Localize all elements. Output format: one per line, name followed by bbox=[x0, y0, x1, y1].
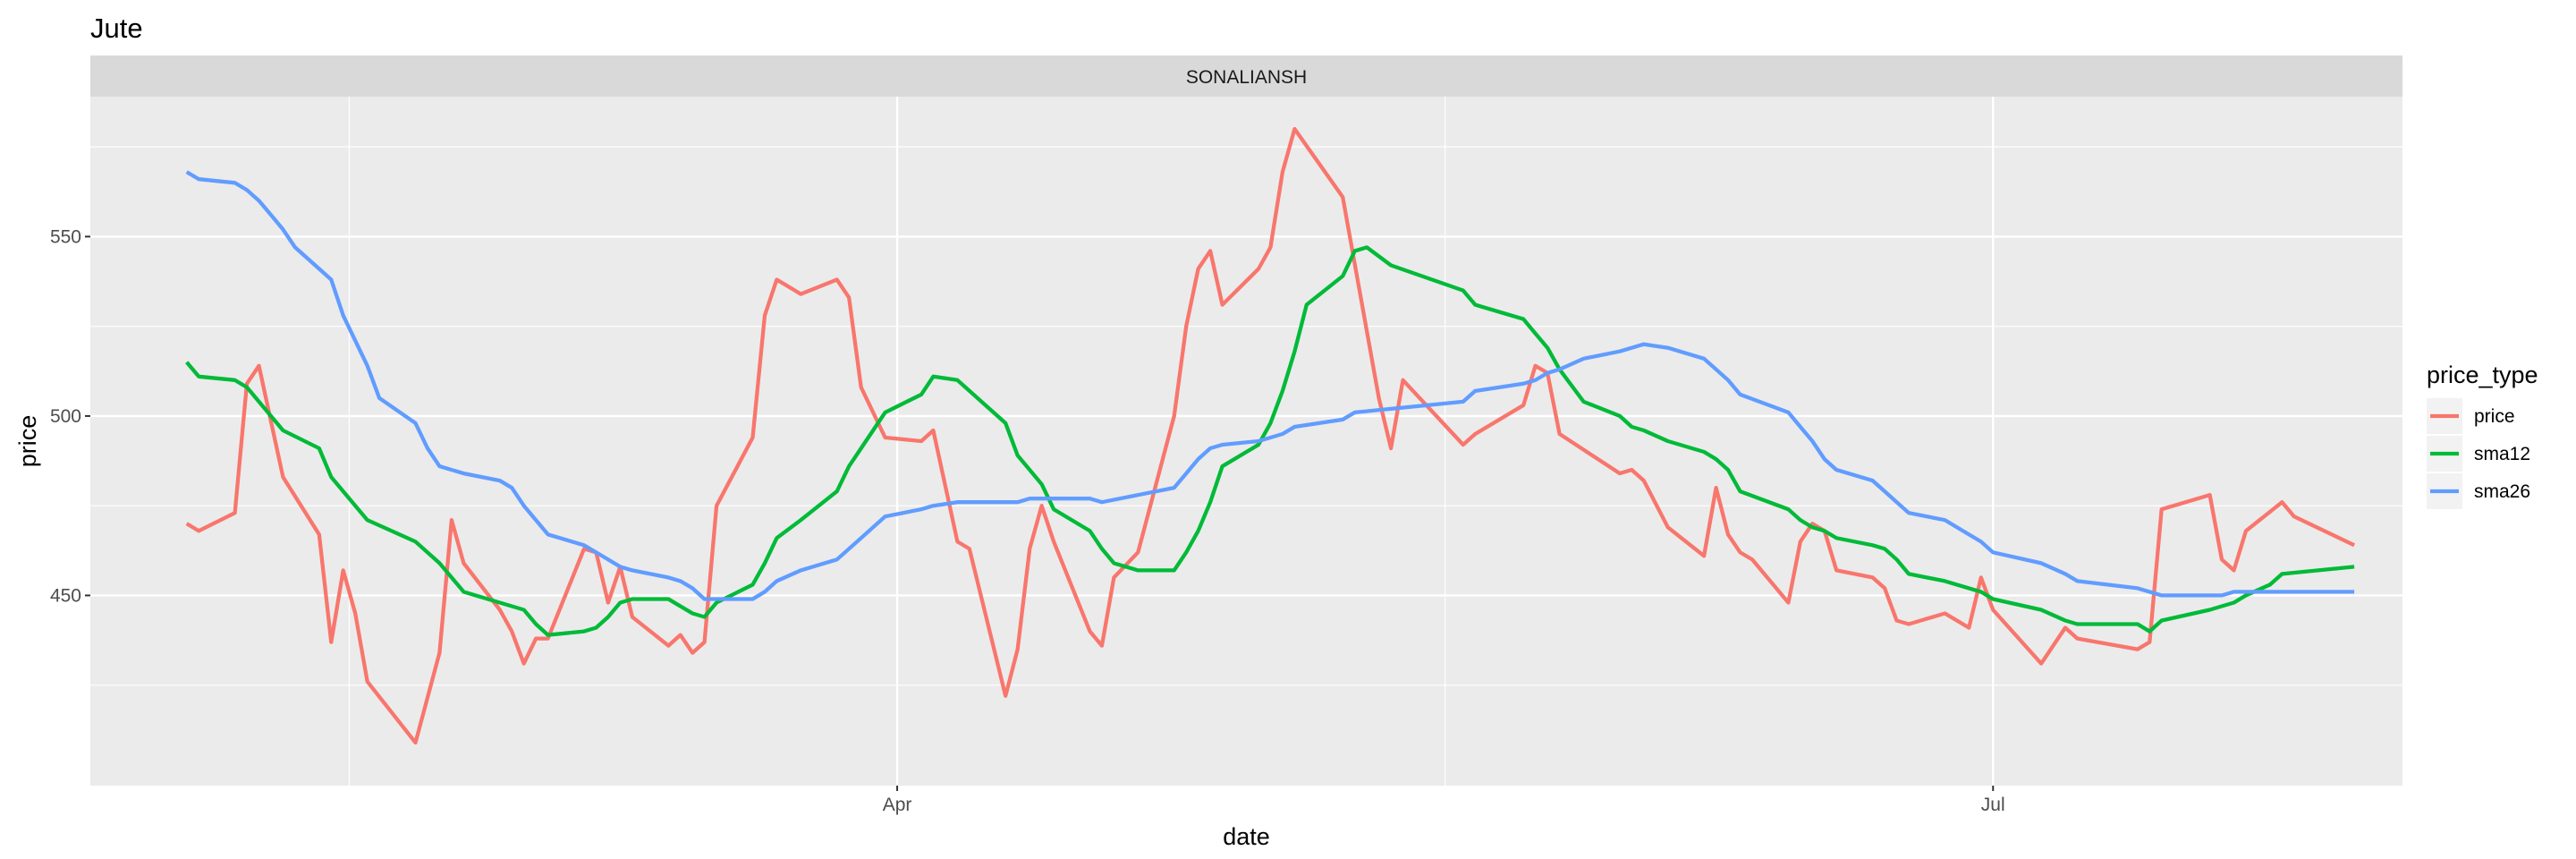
series-line-sma12 bbox=[185, 245, 2355, 637]
y-tick-label: 450 bbox=[50, 585, 81, 606]
x-axis-title: date bbox=[1223, 823, 1270, 850]
legend-label-price: price bbox=[2474, 406, 2515, 427]
x-tick-label: Jul bbox=[1981, 795, 2005, 815]
series-line-price bbox=[185, 126, 2356, 745]
facet-label: SONALIANSH bbox=[1186, 67, 1307, 88]
y-tick-label: 500 bbox=[50, 406, 81, 427]
series-lines bbox=[185, 126, 2356, 745]
y-axis: 450 500 550 bbox=[50, 226, 90, 606]
chart-title: Jute bbox=[90, 13, 143, 44]
minor-gridlines bbox=[90, 97, 2402, 786]
y-axis-title: price bbox=[14, 415, 41, 468]
legend-label-sma12: sma12 bbox=[2474, 444, 2530, 464]
series-line-sma26 bbox=[185, 170, 2355, 601]
legend-title: price_type bbox=[2427, 361, 2538, 388]
y-tick-label: 550 bbox=[50, 226, 81, 247]
facet-strip bbox=[90, 55, 2402, 97]
legend-label-sma26: sma26 bbox=[2474, 481, 2530, 502]
legend: price_type price sma12 sma26 bbox=[2427, 361, 2538, 509]
x-axis: Apr Jul bbox=[883, 786, 2005, 815]
x-tick-label: Apr bbox=[883, 795, 912, 815]
